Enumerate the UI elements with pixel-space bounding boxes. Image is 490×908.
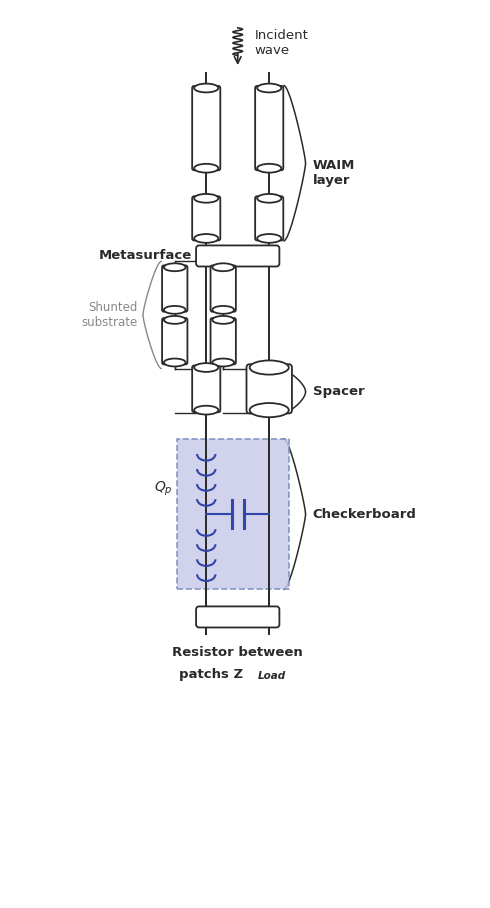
Ellipse shape: [194, 84, 219, 93]
Ellipse shape: [212, 316, 234, 324]
Ellipse shape: [257, 163, 281, 173]
FancyBboxPatch shape: [162, 318, 187, 364]
Text: $Q_p$: $Q_p$: [154, 480, 172, 498]
Text: Load: Load: [258, 671, 286, 681]
Ellipse shape: [164, 316, 186, 324]
Ellipse shape: [212, 263, 234, 271]
Ellipse shape: [250, 360, 289, 375]
Ellipse shape: [257, 84, 281, 93]
Ellipse shape: [164, 306, 186, 314]
FancyBboxPatch shape: [196, 607, 279, 627]
FancyBboxPatch shape: [255, 86, 283, 171]
Ellipse shape: [194, 194, 219, 202]
Text: Resistor between: Resistor between: [172, 646, 303, 658]
Ellipse shape: [250, 403, 289, 417]
Ellipse shape: [194, 234, 219, 242]
Ellipse shape: [194, 363, 219, 372]
FancyBboxPatch shape: [192, 196, 220, 241]
Ellipse shape: [212, 306, 234, 314]
Text: Checkerboard: Checkerboard: [313, 508, 416, 520]
FancyBboxPatch shape: [211, 318, 236, 364]
Ellipse shape: [257, 234, 281, 242]
FancyBboxPatch shape: [255, 196, 283, 241]
Ellipse shape: [194, 163, 219, 173]
Ellipse shape: [194, 406, 219, 415]
Ellipse shape: [257, 194, 281, 202]
Ellipse shape: [164, 359, 186, 367]
Text: Incident
wave: Incident wave: [255, 29, 309, 57]
FancyBboxPatch shape: [192, 366, 220, 412]
Text: Spacer: Spacer: [313, 385, 365, 399]
Text: patchs Z: patchs Z: [179, 668, 243, 681]
FancyBboxPatch shape: [211, 265, 236, 311]
FancyBboxPatch shape: [192, 86, 220, 171]
Text: WAIM
layer: WAIM layer: [313, 159, 355, 187]
Ellipse shape: [212, 359, 234, 367]
FancyBboxPatch shape: [162, 265, 187, 311]
Ellipse shape: [164, 263, 186, 271]
Text: Metasurface: Metasurface: [98, 250, 192, 262]
FancyBboxPatch shape: [196, 245, 279, 266]
FancyBboxPatch shape: [177, 439, 289, 589]
Text: Shunted
substrate: Shunted substrate: [81, 301, 137, 329]
FancyBboxPatch shape: [246, 364, 292, 413]
